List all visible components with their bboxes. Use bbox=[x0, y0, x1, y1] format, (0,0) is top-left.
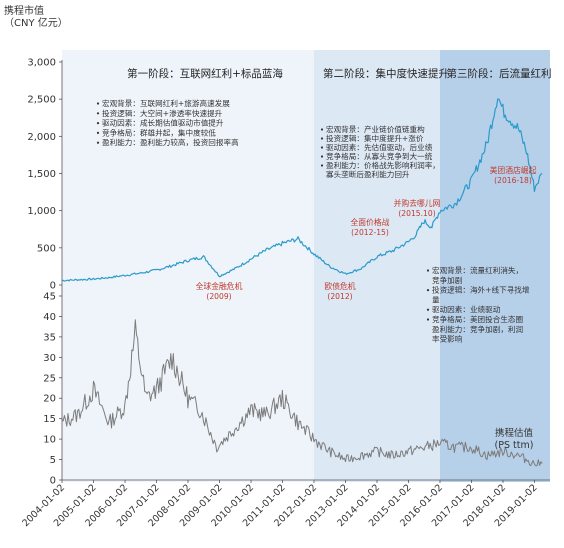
note-bullet-dot bbox=[320, 146, 324, 149]
phase-note-line: 宏观背景：互联网红利+旅游高速发展 bbox=[102, 98, 230, 108]
phase-note-line: 盈利能力：价格战先影响利润率， bbox=[326, 160, 440, 170]
phase-title-2: 第二阶段：集中度快速提升 bbox=[323, 67, 449, 80]
bottom-y-tick-label: 35 bbox=[43, 332, 56, 343]
note-bullet-dot bbox=[96, 102, 100, 105]
note-bullet-dot bbox=[320, 155, 324, 158]
ps-series-label: 携程估值 bbox=[495, 427, 534, 439]
note-bullet-dot bbox=[320, 137, 324, 140]
bottom-y-tick-label: 15 bbox=[43, 414, 56, 425]
note-bullet-dot bbox=[426, 308, 430, 311]
bottom-y-tick-label: 20 bbox=[43, 394, 56, 405]
phase-title-3: 第三阶段：后流量红利 bbox=[447, 67, 552, 80]
phase-note-line: 驱动因素：业绩驱动 bbox=[432, 304, 501, 314]
phase-note-line: 盈利能力：盈利能力较高，投资回报率高 bbox=[102, 137, 239, 147]
top-y-tick-label: 3,000 bbox=[27, 58, 56, 69]
note-bullet-dot bbox=[426, 269, 430, 272]
event-label: 全球金融危机 bbox=[196, 281, 243, 291]
note-bullet-dot bbox=[96, 131, 100, 134]
series-layer bbox=[61, 98, 543, 467]
phase-band-2 bbox=[313, 50, 440, 482]
phase-note-line: 量 bbox=[432, 295, 440, 304]
top-y-axis-label: 携程市值 bbox=[4, 6, 44, 17]
bottom-y-tick-label: 25 bbox=[43, 373, 56, 384]
event-date: (2012-15) bbox=[351, 228, 389, 237]
phase-note-line: 宏观背景：产业链价值链重构 bbox=[326, 124, 425, 134]
phase-note-line: 投资逻辑：大空间+渗透率快速提升 bbox=[102, 108, 223, 118]
phase-note-line: 竞争格局：从寡头竞争到大一统 bbox=[326, 151, 433, 161]
phase-note-line: 竞争加剧 bbox=[432, 275, 462, 285]
event-label: 全面价格战 bbox=[351, 217, 390, 227]
top-y-tick-label: 500 bbox=[37, 243, 56, 254]
note-bullet-dot bbox=[426, 289, 430, 292]
note-bullet-dot bbox=[426, 318, 430, 321]
bottom-y-tick-label: 0 bbox=[50, 476, 56, 487]
note-bullet-dot bbox=[320, 128, 324, 131]
event-date: (2012) bbox=[327, 292, 352, 301]
event-date: (2009) bbox=[206, 292, 231, 301]
phase-note-line: 投资逻辑：集中度提升+涨价 bbox=[326, 133, 424, 143]
phase-note-line: 竞争格局：美团投合生态圈 bbox=[432, 314, 523, 324]
phase-note-line: 率受影响 bbox=[432, 334, 463, 344]
bottom-y-tick-label: 5 bbox=[50, 455, 56, 466]
bottom-y-tick-label: 10 bbox=[43, 435, 56, 446]
event-label: 美团酒店崛起 bbox=[490, 165, 537, 175]
market-cap-line bbox=[61, 98, 543, 282]
top-y-tick-label: 0 bbox=[50, 281, 56, 292]
phase-note-line: 宏观背景：流量红利消失， bbox=[432, 265, 523, 275]
annotations: 第一阶段：互联网红利+标品蓝海 第二阶段：集中度快速提升第三阶段：后流量红利宏观背… bbox=[96, 67, 552, 451]
event-label: 并购去哪儿网 bbox=[394, 198, 441, 208]
top-y-tick-label: 2,500 bbox=[27, 95, 56, 106]
phase-note-line: 寡头垄断后盈利能力回升 bbox=[326, 169, 410, 179]
phase-note-line: 驱动因素：先估值驱动，后业绩 bbox=[326, 142, 433, 152]
top-y-tick-label: 1,500 bbox=[27, 169, 56, 180]
event-date: (2015.10) bbox=[398, 209, 435, 218]
event-label: 欧债危机 bbox=[324, 281, 355, 291]
note-bullet-dot bbox=[96, 141, 100, 144]
top-y-axis-unit: （CNY 亿元） bbox=[4, 18, 68, 29]
phase-bands bbox=[62, 50, 550, 482]
bottom-y-tick-label: 40 bbox=[43, 312, 56, 323]
phase-note-line: 竞争格局：群雄并起，集中度较低 bbox=[102, 127, 216, 137]
ps-series-unit: (PS ttm) bbox=[495, 440, 534, 451]
bottom-y-tick-label: 30 bbox=[43, 353, 56, 364]
note-bullet-dot bbox=[96, 112, 100, 115]
phase-note-line: 驱动因素：成长期估值驱动市值提升 bbox=[102, 118, 224, 128]
event-date: (2016-18) bbox=[494, 176, 532, 185]
phase-note-line: 盈利能力：竞争加剧，利润 bbox=[432, 324, 523, 334]
top-y-tick-label: 1,000 bbox=[27, 206, 56, 217]
phase-note-line: 投资逻辑：海外+线下寻找增 bbox=[432, 285, 530, 295]
phase-title-1: 第一阶段：互联网红利+标品蓝海 bbox=[127, 67, 283, 80]
top-y-axis-title: 携程市值 （CNY 亿元） bbox=[4, 6, 68, 30]
ps-valuation-line bbox=[61, 319, 543, 467]
bottom-y-tick-label: 45 bbox=[43, 292, 56, 303]
note-bullet-dot bbox=[320, 164, 324, 167]
top-y-tick-label: 2,000 bbox=[27, 132, 56, 143]
phase-band-3 bbox=[439, 50, 550, 482]
note-bullet-dot bbox=[96, 122, 100, 125]
